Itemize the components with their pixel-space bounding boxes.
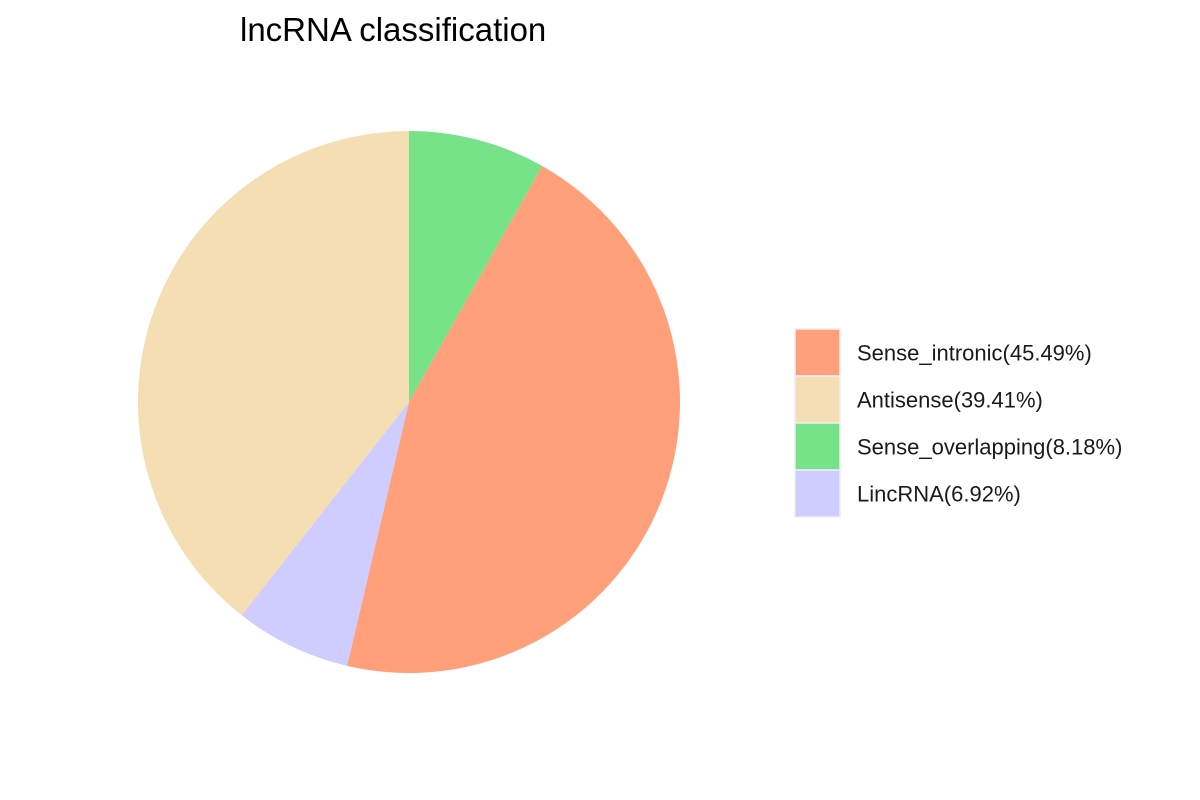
legend-key-sense-intronic: [795, 329, 840, 376]
legend-label-antisense: Antisense(39.41%): [857, 388, 1043, 413]
legend-key-sense-overlapping: [795, 423, 840, 470]
legend-key-lincrna: [795, 470, 840, 517]
legend-key-border: [794, 469, 841, 518]
pie-slice-sense-intronic: [347, 166, 681, 674]
legend-key-antisense: [795, 376, 840, 423]
legend-label-sense-overlapping: Sense_overlapping(8.18%): [857, 435, 1122, 460]
legend-label-lincrna: LincRNA(6.92%): [857, 482, 1021, 507]
pie-slice-lincrna: [241, 402, 409, 666]
legend: Sense_intronic(45.49%) Antisense(39.41%) S…: [794, 328, 1122, 518]
pie-slice-antisense: [137, 131, 409, 616]
pie-slices: [137, 131, 681, 674]
pie-slice-sense-overlapping: [409, 131, 543, 402]
chart-title: lncRNA classification: [240, 11, 546, 48]
legend-label-sense-intronic: Sense_intronic(45.49%): [857, 341, 1092, 366]
